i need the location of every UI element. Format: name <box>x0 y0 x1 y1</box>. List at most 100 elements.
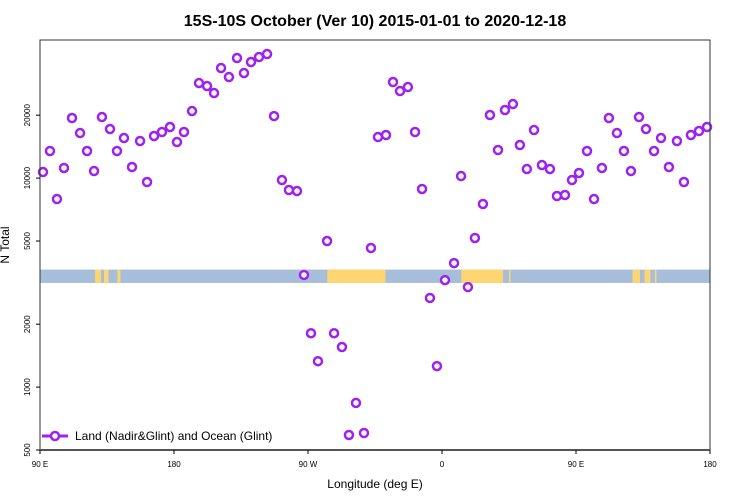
land-segment <box>104 269 109 283</box>
data-point <box>573 167 585 179</box>
data-points <box>37 48 713 441</box>
y-tick-label: 10000 <box>23 166 32 189</box>
data-point <box>208 87 220 99</box>
data-point <box>215 62 227 74</box>
data-point <box>156 126 168 138</box>
data-point <box>618 145 630 157</box>
land-segment <box>95 269 102 283</box>
data-point <box>245 56 257 68</box>
data-point <box>671 135 683 147</box>
y-tick-label: 500 <box>23 443 32 457</box>
data-point <box>514 139 526 151</box>
data-point <box>291 185 303 197</box>
data-point <box>655 132 667 144</box>
land-segment <box>509 269 511 283</box>
data-point <box>693 125 705 137</box>
data-point <box>66 112 78 124</box>
data-point <box>559 189 571 201</box>
legend-marker <box>49 430 61 442</box>
data-point <box>305 327 317 339</box>
data-point <box>588 193 600 205</box>
data-point <box>365 242 377 254</box>
land-segment <box>644 269 651 283</box>
data-point <box>81 145 93 157</box>
land-segment <box>461 269 504 283</box>
data-point <box>74 127 86 139</box>
chart-title: 15S-10S October (Ver 10) 2015-01-01 to 2… <box>184 13 567 30</box>
y-tick-label: 5000 <box>23 232 32 250</box>
data-point <box>51 193 63 205</box>
data-point <box>462 281 474 293</box>
data-point <box>536 159 548 171</box>
data-point <box>148 130 160 142</box>
x-tick-label: 180 <box>167 460 181 469</box>
data-point <box>581 145 593 157</box>
data-point <box>96 111 108 123</box>
legend-label: Land (Nadir&Glint) and Ocean (Glint) <box>75 429 272 443</box>
x-tick-label: 180 <box>703 460 717 469</box>
data-point <box>402 81 414 93</box>
data-point <box>499 104 511 116</box>
data-point <box>238 67 250 79</box>
data-point <box>603 112 615 124</box>
data-point <box>648 145 660 157</box>
data-point <box>164 121 176 133</box>
data-point <box>633 111 645 123</box>
data-point <box>416 183 428 195</box>
land-segment <box>327 269 386 283</box>
data-point <box>701 121 713 133</box>
data-point <box>528 124 540 136</box>
y-axis-ticks: 500 1000 2000 5000 10000 20000 <box>23 104 40 457</box>
data-point <box>231 52 243 64</box>
data-point <box>551 190 563 202</box>
data-point <box>111 145 123 157</box>
land-segment <box>117 269 121 283</box>
data-point <box>678 176 690 188</box>
y-tick-label: 2000 <box>23 315 32 333</box>
data-point <box>321 235 333 247</box>
data-point <box>343 429 355 441</box>
data-point <box>268 110 280 122</box>
data-point <box>685 129 697 141</box>
data-point <box>298 269 310 281</box>
data-point <box>448 257 460 269</box>
data-point <box>328 327 340 339</box>
data-point <box>283 184 295 196</box>
data-point <box>358 427 370 439</box>
data-point <box>424 292 436 304</box>
land-ocean-band <box>40 269 710 283</box>
data-point <box>104 123 116 135</box>
land-segment <box>632 269 641 283</box>
data-point <box>126 161 138 173</box>
x-tick-label: 0 <box>440 460 445 469</box>
legend: Land (Nadir&Glint) and Ocean (Glint) <box>42 429 272 443</box>
x-tick-label: 90 W <box>299 460 318 469</box>
data-point <box>336 341 348 353</box>
x-axis-label: Longitude (deg E) <box>327 477 422 491</box>
data-point <box>186 105 198 117</box>
data-point <box>507 98 519 110</box>
data-point <box>566 174 578 186</box>
data-point <box>380 129 392 141</box>
data-point <box>431 360 443 372</box>
data-point <box>484 109 496 121</box>
data-point <box>544 163 556 175</box>
data-point <box>611 127 623 139</box>
y-axis-label: N Total <box>0 226 12 263</box>
data-point <box>521 163 533 175</box>
data-point <box>88 165 100 177</box>
data-point <box>439 274 451 286</box>
data-point <box>134 135 146 147</box>
data-point <box>37 166 49 178</box>
data-point <box>477 198 489 210</box>
x-tick-label: 90 E <box>568 460 584 469</box>
data-point <box>469 232 481 244</box>
data-point <box>118 132 130 144</box>
data-point <box>455 170 467 182</box>
data-point <box>201 80 213 92</box>
data-point <box>171 136 183 148</box>
data-point <box>663 161 675 173</box>
data-point <box>58 162 70 174</box>
y-tick-label: 1000 <box>23 378 32 396</box>
